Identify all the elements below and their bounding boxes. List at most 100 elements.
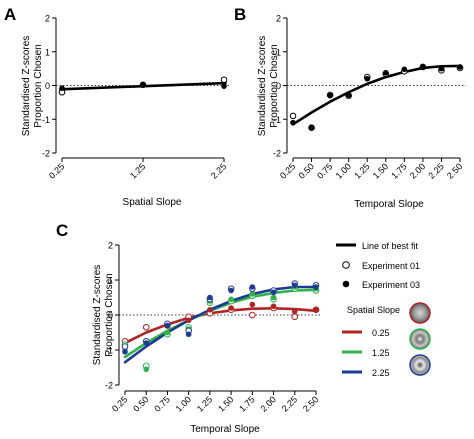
x-tick-label: 0.25: [110, 394, 129, 413]
experiment-03-point: [438, 65, 445, 72]
experiment-03-point: [249, 301, 256, 308]
best-fit-line: [123, 307, 318, 345]
x-tick-label: 1.25: [195, 394, 214, 413]
x-tick-label: 1.00: [174, 394, 193, 413]
experiment-03-point: [143, 366, 150, 373]
panel-b-xlabel: Temporal Slope: [354, 199, 424, 210]
experiment-03-point: [364, 75, 371, 82]
experiment-01-point: [289, 112, 297, 120]
legend-spatial-225-label: 2.25: [372, 368, 390, 378]
y-tick-label: 2: [45, 14, 50, 24]
experiment-03-point: [249, 291, 256, 297]
x-tick-label: 1.50: [371, 161, 390, 180]
panel-letter-a: A: [4, 5, 16, 24]
y-tick-label: 2: [276, 14, 281, 24]
y-tick-label: -2: [105, 381, 113, 391]
x-tick-label: 1.75: [237, 394, 256, 413]
x-tick-label: 1.25: [128, 161, 147, 180]
x-tick-label: 2.25: [426, 161, 445, 180]
best-fit-line: [123, 288, 318, 359]
experiment-03-point: [228, 305, 234, 311]
experiment-03-point: [270, 289, 277, 296]
x-tick-label: 2.25: [280, 394, 299, 413]
legend-exp01-label: Experiment 01: [362, 261, 420, 271]
panel-b-ylabel-line1: Standardised Z-scores: [257, 36, 268, 137]
legend-exp03-marker: [342, 280, 350, 288]
experiment-03-point: [164, 322, 171, 329]
experiment-03-point: [207, 306, 213, 313]
y-tick-label: -1: [273, 115, 281, 125]
y-tick-label: 0: [45, 81, 50, 91]
experiment-03-point: [59, 85, 65, 91]
experiment-03-point: [457, 64, 463, 70]
x-tick-label: 0.50: [131, 394, 150, 413]
panel-a-xlabel: Spatial Slope: [123, 197, 182, 208]
legend-exp03-label: Experiment 03: [362, 280, 420, 290]
x-tick-label: 0.25: [47, 161, 66, 180]
stimulus-225-image: [409, 354, 431, 376]
stimulus-025-image: [409, 302, 431, 324]
x-tick-label: 1.50: [216, 394, 235, 413]
experiment-03-point: [207, 294, 213, 301]
x-tick-label: 0.50: [297, 161, 316, 180]
x-tick-label: 2.00: [408, 161, 427, 180]
x-tick-label: 0.75: [152, 394, 171, 413]
panel-letter-c: C: [56, 221, 68, 240]
y-tick-label: 1: [45, 47, 50, 57]
panel-letter-b: B: [234, 5, 246, 24]
legend-spatial-title: Spatial Slope: [347, 305, 400, 315]
experiment-01-point: [220, 76, 228, 84]
panel-c-ylabel-line1: Standardised Z-scores: [92, 265, 103, 366]
panel-b-chart: Standardised Z-scores Proportion Chosen …: [257, 14, 466, 210]
y-tick-label: -1: [42, 115, 50, 125]
y-tick-label: -2: [42, 149, 50, 159]
x-tick-label: 2.50: [301, 394, 320, 413]
experiment-03-point: [291, 308, 298, 315]
y-tick-label: 2: [108, 241, 113, 251]
best-fit-line: [291, 64, 462, 126]
panel-c-ylabel-line2: Proportion Chosen: [104, 273, 115, 356]
experiment-01-point: [121, 343, 129, 350]
panel-a-chart: Standardised Z-scores Proportion Chosen …: [21, 14, 230, 208]
x-tick-label: 2.00: [259, 394, 278, 413]
experiment-03-point: [249, 284, 256, 290]
panel-b-ylabel-line2: Proportion Chosen: [269, 44, 280, 127]
stimulus-125-image: [409, 328, 431, 350]
experiment-03-point: [290, 119, 296, 126]
experiment-03-point: [327, 92, 333, 99]
x-tick-label: 2.50: [445, 161, 464, 180]
y-tick-label: 1: [276, 47, 281, 57]
experiment-03-point: [228, 287, 234, 294]
experiment-03-point: [221, 83, 227, 89]
experiment-03-point: [185, 317, 192, 324]
x-tick-label: 1.75: [389, 161, 408, 180]
legend-fit-label: Line of best fit: [362, 241, 419, 251]
y-tick-label: 1: [108, 276, 113, 286]
legend-exp01-marker: [342, 261, 350, 269]
experiment-01-point: [291, 313, 299, 321]
experiment-03-point: [291, 282, 298, 289]
experiment-03-point: [228, 296, 234, 303]
experiment-03-point: [143, 340, 150, 346]
legend: Line of best fit Experiment 01 Experimen…: [336, 241, 431, 378]
experiment-01-point: [142, 323, 150, 331]
experiment-03-point: [313, 284, 319, 290]
y-tick-label: 0: [276, 81, 281, 91]
legend-spatial-025-label: 0.25: [372, 328, 390, 338]
y-tick-label: -2: [273, 149, 281, 159]
y-tick-label: 0: [108, 311, 113, 321]
experiment-03-point: [140, 81, 146, 88]
experiment-03-point: [401, 66, 408, 73]
legend-spatial-125-label: 1.25: [372, 348, 390, 358]
experiment-03-point: [185, 331, 192, 338]
experiment-03-point: [164, 329, 171, 336]
experiment-03-point: [270, 294, 277, 301]
x-tick-label: 0.25: [278, 161, 297, 180]
experiment-03-point: [308, 124, 315, 131]
experiment-03-point: [313, 306, 319, 313]
experiment-03-point: [122, 348, 128, 355]
experiment-03-point: [345, 92, 352, 98]
panel-a-ylabel-line2: Proportion Chosen: [33, 44, 44, 127]
x-tick-label: 1.00: [334, 161, 353, 180]
x-tick-label: 2.25: [209, 161, 228, 180]
